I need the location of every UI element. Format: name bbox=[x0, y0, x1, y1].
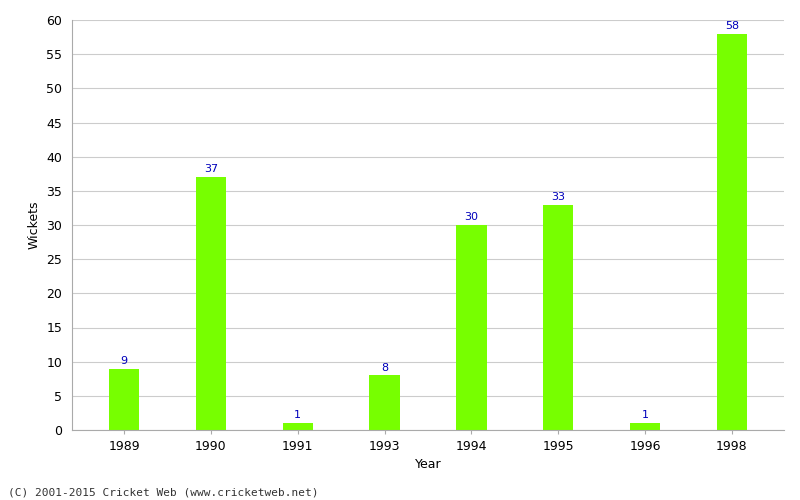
Text: 9: 9 bbox=[121, 356, 128, 366]
Bar bbox=[543, 204, 574, 430]
Bar bbox=[282, 423, 313, 430]
Bar bbox=[196, 177, 226, 430]
Bar bbox=[370, 376, 400, 430]
X-axis label: Year: Year bbox=[414, 458, 442, 471]
Bar bbox=[109, 368, 139, 430]
Bar bbox=[456, 225, 486, 430]
Text: 33: 33 bbox=[551, 192, 566, 202]
Text: (C) 2001-2015 Cricket Web (www.cricketweb.net): (C) 2001-2015 Cricket Web (www.cricketwe… bbox=[8, 488, 318, 498]
Text: 1: 1 bbox=[294, 410, 302, 420]
Y-axis label: Wickets: Wickets bbox=[28, 200, 41, 249]
Text: 1: 1 bbox=[642, 410, 649, 420]
Text: 37: 37 bbox=[204, 164, 218, 174]
Text: 30: 30 bbox=[465, 212, 478, 222]
Text: 58: 58 bbox=[725, 21, 739, 31]
Bar bbox=[717, 34, 747, 430]
Text: 8: 8 bbox=[381, 362, 388, 372]
Bar bbox=[630, 423, 660, 430]
